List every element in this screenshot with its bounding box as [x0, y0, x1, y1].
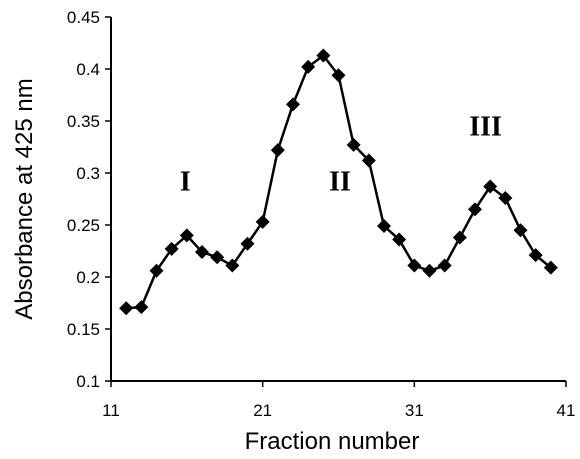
data-point-marker: [316, 48, 331, 63]
y-axis-title: Absorbance at 425 nm: [11, 78, 38, 320]
peak-label: I: [180, 167, 191, 198]
data-point-marker: [361, 153, 376, 168]
y-tick-label: 0.4: [76, 60, 100, 79]
data-point-marker: [422, 263, 437, 278]
data-point-marker: [134, 300, 149, 315]
data-point-marker: [225, 258, 240, 273]
y-tick-label: 0.1: [76, 372, 100, 391]
y-tick-label: 0.2: [76, 268, 100, 287]
x-axis-title: Fraction number: [245, 428, 420, 455]
peak-label: II: [329, 167, 351, 198]
data-point-marker: [543, 260, 558, 275]
data-point-marker: [468, 202, 482, 217]
data-point-marker: [286, 97, 300, 112]
x-tick-label: 11: [102, 401, 120, 420]
data-point-marker: [331, 68, 346, 83]
data-point-marker: [513, 223, 528, 238]
y-ticks: 0.1 0.15 0.2 0.25 0.3 0.35 0.4 0.45: [67, 8, 111, 391]
data-point-marker: [346, 137, 361, 152]
y-tick-label: 0.25: [67, 216, 100, 235]
data-point-marker: [164, 241, 179, 256]
data-point-marker: [179, 228, 194, 243]
data-point-marker: [377, 219, 391, 234]
y-tick-label: 0.45: [67, 8, 100, 27]
data-point-marker: [301, 59, 316, 74]
data-point-marker: [255, 214, 270, 229]
data-point-marker: [437, 258, 452, 273]
peak-label: III: [469, 112, 502, 143]
data-point-marker: [149, 263, 164, 278]
data-point-marker: [240, 236, 255, 251]
data-point-marker: [528, 248, 543, 263]
data-point-marker: [119, 301, 134, 316]
data-point-marker: [483, 179, 498, 194]
data-point-marker: [452, 230, 467, 245]
data-point-marker: [392, 232, 407, 247]
x-tick-label: 41: [557, 401, 576, 420]
y-tick-label: 0.15: [67, 320, 100, 339]
y-tick-label: 0.35: [67, 112, 100, 131]
x-ticks: 11 21 31 41: [102, 381, 575, 420]
data-point-marker: [270, 143, 285, 158]
data-point-marker: [210, 250, 225, 265]
data-point-marker: [195, 245, 209, 260]
x-tick-label: 31: [405, 401, 424, 420]
series-layer: [119, 48, 558, 316]
y-tick-label: 0.3: [76, 164, 100, 183]
data-point-marker: [498, 190, 513, 205]
data-point-marker: [407, 258, 422, 273]
x-tick-label: 21: [253, 401, 272, 420]
